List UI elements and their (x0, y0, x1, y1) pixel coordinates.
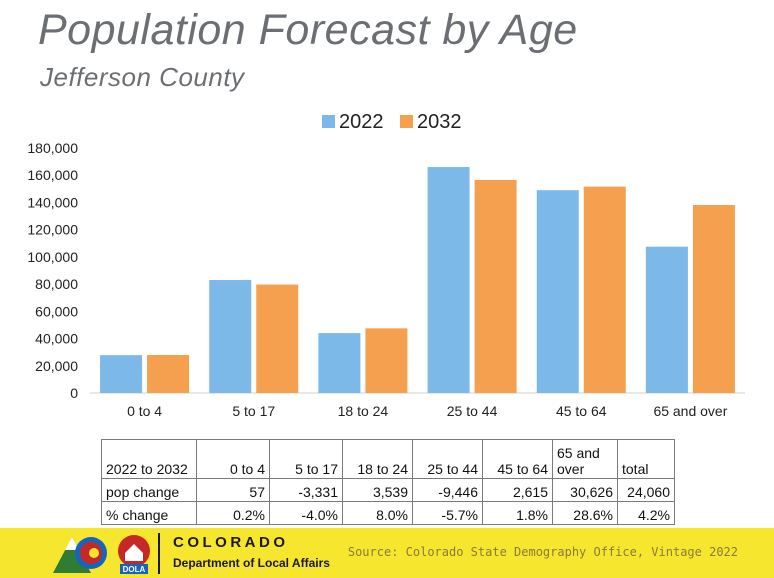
table-cell: -9,446 (412, 478, 483, 502)
source-note: Source: Colorado State Demography Office… (347, 545, 738, 559)
bar-2032-25-to-44 (474, 179, 517, 393)
x-tick-label: 5 to 17 (232, 403, 275, 419)
x-tick-label: 0 to 4 (127, 403, 162, 419)
bar-2022-65-and-over (645, 246, 688, 393)
table-header-cell: 18 to 24 (342, 439, 413, 479)
y-tick-label: 140,000 (27, 194, 78, 210)
org-department: Department of Local Affairs (173, 556, 330, 570)
table-cell: 3,539 (342, 478, 413, 502)
dola-label: DOLA (123, 565, 146, 574)
bar-chart: 0 20,000 40,000 60,000 80,000 100,000 120,000 1… (27, 111, 745, 419)
table-header-cell: 45 to 64 (482, 439, 553, 479)
bar-2032-0-to-4 (147, 355, 190, 393)
bar-2032-18-to-24 (365, 328, 408, 393)
org-name: COLORADO (173, 534, 289, 551)
table-header-cell: 65 and over (552, 439, 618, 479)
y-tick-label: 120,000 (27, 222, 78, 238)
colorado-dola-logo: DOLA (53, 533, 160, 574)
snowcap-icon (65, 537, 79, 550)
x-tick-label: 25 to 44 (447, 403, 498, 419)
legend-swatch-2022 (322, 115, 335, 128)
bar-2022-5-to-17 (209, 280, 252, 393)
y-tick-label: 0 (70, 385, 78, 401)
logo-divider (158, 533, 160, 574)
table-header-cell: 25 to 44 (412, 439, 483, 479)
legend-label-2022: 2022 (339, 111, 384, 133)
bar-2022-0-to-4 (100, 355, 143, 393)
y-tick-label: 160,000 (27, 167, 78, 183)
bar-2032-5-to-17 (256, 284, 299, 393)
table-cell: 0.2% (196, 501, 270, 525)
y-tick-label: 40,000 (35, 331, 78, 347)
table-cell: 2,615 (482, 478, 553, 502)
table-cell: 1.8% (482, 501, 553, 525)
table-header-row: 2022 to 2032 0 to 4 5 to 17 18 to 24 25 … (101, 439, 675, 479)
x-tick-label: 18 to 24 (338, 403, 389, 419)
house-icon (125, 544, 143, 561)
table-cell: -4.0% (269, 501, 343, 525)
bar-2032-45-to-64 (583, 186, 626, 393)
table-header-cell: 2022 to 2032 (101, 439, 197, 479)
table-cell: 30,626 (552, 478, 618, 502)
x-tick-label: 45 to 64 (556, 403, 607, 419)
table-header-cell: total (617, 439, 675, 479)
bar-2022-45-to-64 (536, 190, 579, 393)
table-cell: 4.2% (617, 501, 675, 525)
table-cell: 8.0% (342, 501, 413, 525)
y-tick-label: 80,000 (35, 276, 78, 292)
legend-swatch-2032 (400, 115, 413, 128)
dola-label-bg (120, 564, 148, 574)
table-cell: -3,331 (269, 478, 343, 502)
legend-label-2032: 2032 (417, 111, 462, 133)
footer-bar: DOLA COLORADO Department of Local Affair… (0, 528, 774, 578)
page-title: Population Forecast by Age (38, 6, 578, 54)
x-tick-label: 65 and over (653, 403, 727, 419)
bar-2022-18-to-24 (318, 333, 361, 393)
table-cell: 57 (196, 478, 270, 502)
change-table: 2022 to 2032 0 to 4 5 to 17 18 to 24 25 … (101, 439, 675, 525)
bar-2022-25-to-44 (427, 167, 470, 393)
table-row-label: pop change (101, 478, 197, 502)
table-cell: 24,060 (617, 478, 675, 502)
table-header-cell: 0 to 4 (196, 439, 270, 479)
y-tick-label: 20,000 (35, 358, 78, 374)
table-row-label: % change (101, 501, 197, 525)
table-row: pop change 57 -3,331 3,539 -9,446 2,615 … (101, 478, 675, 502)
y-tick-label: 100,000 (27, 249, 78, 265)
table-row: % change 0.2% -4.0% 8.0% -5.7% 1.8% 28.6… (101, 501, 675, 525)
table-header-cell: 5 to 17 (269, 439, 343, 479)
y-tick-label: 60,000 (35, 303, 78, 319)
colorado-c-sun (89, 548, 99, 558)
table-cell: -5.7% (412, 501, 483, 525)
y-tick-label: 180,000 (27, 140, 78, 156)
page-subtitle: Jefferson County (40, 62, 245, 92)
bar-2032-65-and-over (692, 205, 735, 393)
table-cell: 28.6% (552, 501, 618, 525)
